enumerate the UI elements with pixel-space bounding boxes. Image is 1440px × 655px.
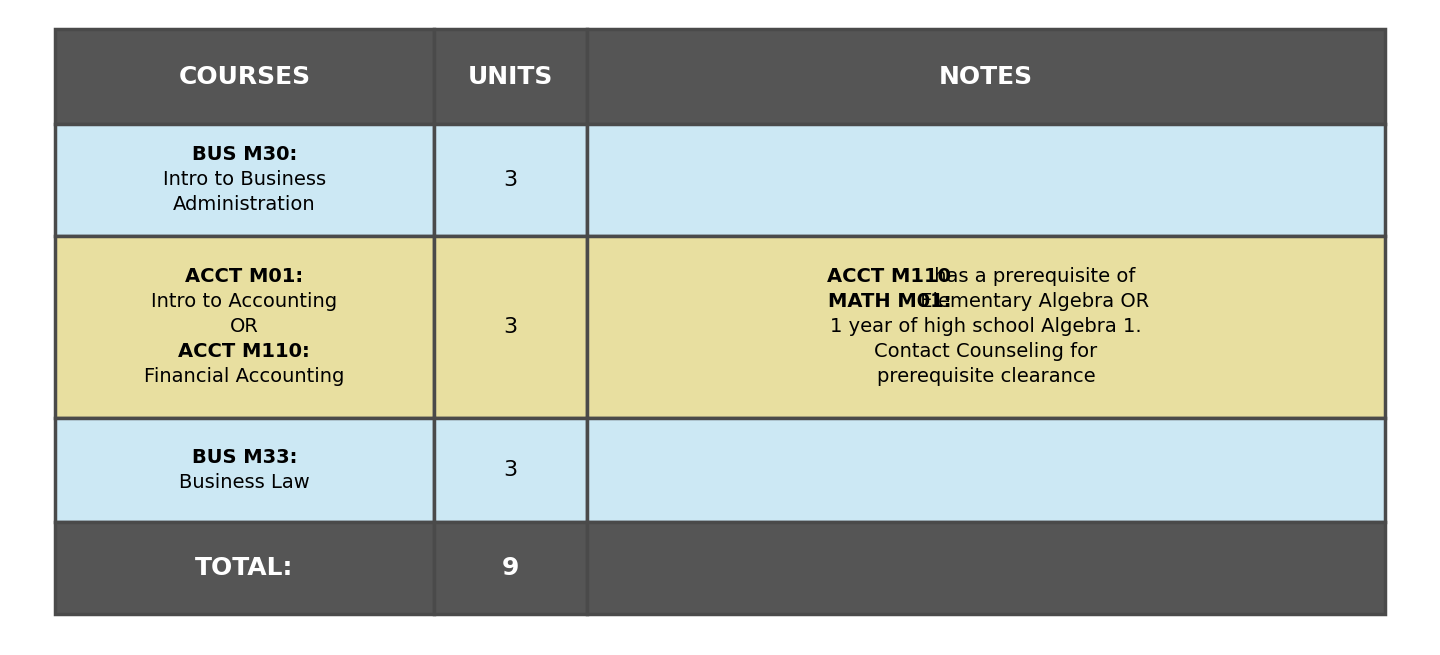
- Text: Administration: Administration: [173, 195, 315, 214]
- Bar: [55, 236, 433, 417]
- Text: BUS M33:: BUS M33:: [192, 448, 297, 467]
- Text: ACCT M110: ACCT M110: [828, 267, 952, 286]
- Text: BUS M30:: BUS M30:: [192, 145, 297, 164]
- Text: Elementary Algebra OR: Elementary Algebra OR: [914, 292, 1149, 311]
- Bar: [55, 29, 433, 124]
- Text: has a prerequisite of: has a prerequisite of: [929, 267, 1136, 286]
- Bar: [433, 124, 588, 236]
- Bar: [55, 522, 433, 614]
- Text: 3: 3: [504, 460, 517, 479]
- Text: 3: 3: [504, 316, 517, 337]
- Bar: [588, 29, 1385, 124]
- Bar: [588, 417, 1385, 522]
- Bar: [588, 236, 1385, 417]
- Text: Intro to Accounting: Intro to Accounting: [151, 292, 337, 311]
- Bar: [588, 124, 1385, 236]
- Text: Business Law: Business Law: [179, 473, 310, 492]
- Text: OR: OR: [230, 317, 259, 336]
- Bar: [433, 29, 588, 124]
- Text: 1 year of high school Algebra 1.: 1 year of high school Algebra 1.: [831, 317, 1142, 336]
- Text: UNITS: UNITS: [468, 65, 553, 88]
- Text: TOTAL:: TOTAL:: [196, 556, 294, 580]
- Text: COURSES: COURSES: [179, 65, 311, 88]
- Bar: [433, 236, 588, 417]
- Bar: [55, 417, 433, 522]
- Text: NOTES: NOTES: [939, 65, 1032, 88]
- Text: Financial Accounting: Financial Accounting: [144, 367, 344, 386]
- Text: ACCT M110:: ACCT M110:: [179, 342, 310, 361]
- Text: 3: 3: [504, 170, 517, 190]
- Bar: [588, 522, 1385, 614]
- Text: 9: 9: [501, 556, 520, 580]
- Text: MATH M01:: MATH M01:: [828, 292, 950, 311]
- Text: Intro to Business: Intro to Business: [163, 170, 325, 189]
- Bar: [433, 417, 588, 522]
- Text: ACCT M01:: ACCT M01:: [186, 267, 304, 286]
- Bar: [433, 522, 588, 614]
- Bar: [55, 124, 433, 236]
- Text: Contact Counseling for: Contact Counseling for: [874, 342, 1097, 361]
- Text: prerequisite clearance: prerequisite clearance: [877, 367, 1096, 386]
